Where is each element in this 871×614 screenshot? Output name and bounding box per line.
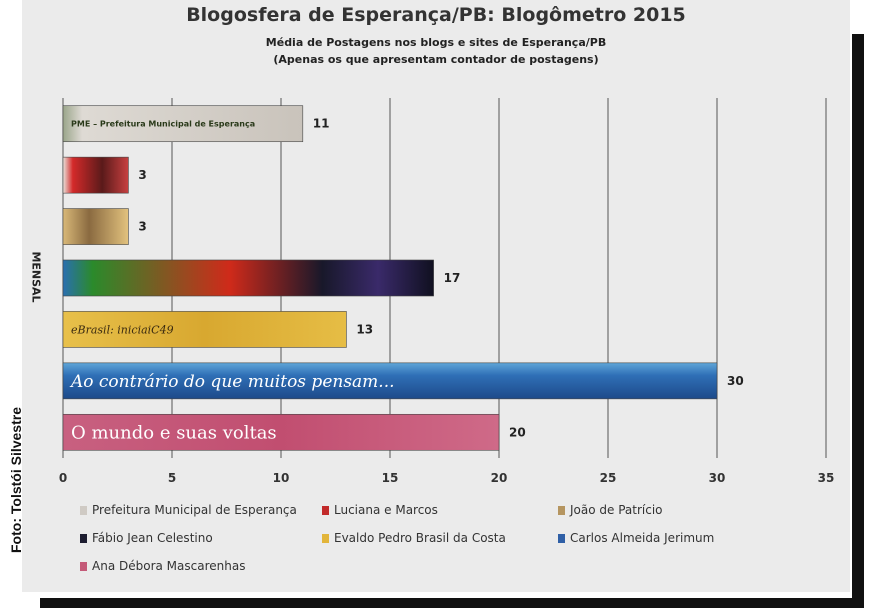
data-label: 30 bbox=[727, 374, 744, 388]
x-tick-label: 35 bbox=[818, 471, 835, 485]
x-tick-label: 20 bbox=[491, 471, 508, 485]
bar-banner-text: PME – Prefeitura Municipal de Esperança bbox=[71, 120, 255, 129]
bar-banner-text: O mundo e suas voltas bbox=[71, 423, 277, 444]
bar bbox=[62, 208, 129, 245]
x-tick-label: 10 bbox=[273, 471, 290, 485]
bar bbox=[62, 311, 347, 348]
data-label: 20 bbox=[509, 425, 526, 439]
legend-item: Fábio Jean Celestino bbox=[80, 531, 213, 545]
data-label: 17 bbox=[444, 271, 461, 285]
legend-swatch bbox=[322, 506, 329, 515]
legend-label: Prefeitura Municipal de Esperança bbox=[92, 503, 297, 517]
bar bbox=[62, 156, 129, 194]
legend-swatch bbox=[80, 506, 87, 515]
legend-label: João de Patrício bbox=[570, 503, 663, 517]
bar-banner-text: eBrasil: iniciaiC49 bbox=[71, 323, 174, 336]
legend-item: Prefeitura Municipal de Esperança bbox=[80, 503, 297, 517]
legend-label: Ana Débora Mascarenhas bbox=[92, 559, 246, 573]
legend-swatch bbox=[558, 534, 565, 543]
legend-item: Ana Débora Mascarenhas bbox=[80, 559, 245, 573]
frame-shadow-right bbox=[852, 34, 864, 607]
x-tick-label: 30 bbox=[709, 471, 726, 485]
bar bbox=[62, 105, 304, 143]
bars: PME – Prefeitura Municipal de Esperança 1… bbox=[62, 105, 744, 451]
frame-shadow-bottom bbox=[40, 598, 864, 608]
bar bbox=[62, 259, 434, 297]
legend-item: João de Patrício bbox=[558, 503, 663, 517]
x-tick-label: 25 bbox=[600, 471, 617, 485]
data-label: 3 bbox=[138, 168, 146, 182]
legend-item: Luciana e Marcos bbox=[322, 503, 438, 517]
data-label: 13 bbox=[356, 322, 373, 336]
legend-swatch bbox=[80, 534, 87, 543]
legend-label: Fábio Jean Celestino bbox=[92, 531, 213, 545]
chart-subtitle: Média de Postagens nos blogs e sites de … bbox=[265, 36, 607, 49]
bar-banner-text: Ao contrário do que muitos pensam... bbox=[69, 372, 395, 392]
legend-swatch bbox=[322, 534, 329, 543]
data-label: 11 bbox=[313, 117, 330, 131]
bar bbox=[62, 413, 500, 451]
chart-title: Blogosfera de Esperança/PB: Blogômetro 2… bbox=[186, 4, 686, 26]
data-label: 3 bbox=[138, 220, 146, 234]
x-tick-labels: 0 5 10 15 20 25 30 35 bbox=[59, 471, 835, 485]
legend-label: Evaldo Pedro Brasil da Costa bbox=[334, 531, 506, 545]
legend-item: Carlos Almeida Jerimum bbox=[558, 531, 714, 545]
legend-item: Evaldo Pedro Brasil da Costa bbox=[322, 531, 506, 545]
legend-label: Luciana e Marcos bbox=[334, 503, 438, 517]
chart-subtitle-note: (Apenas os que apresentam contador de po… bbox=[273, 53, 599, 66]
legend-label: Carlos Almeida Jerimum bbox=[570, 531, 715, 545]
legend-swatch bbox=[80, 562, 87, 571]
legend-swatch bbox=[558, 506, 565, 515]
x-tick-label: 5 bbox=[168, 471, 176, 485]
x-tick-label: 15 bbox=[382, 471, 399, 485]
x-tick-label: 0 bbox=[59, 471, 67, 485]
bar bbox=[62, 362, 718, 400]
